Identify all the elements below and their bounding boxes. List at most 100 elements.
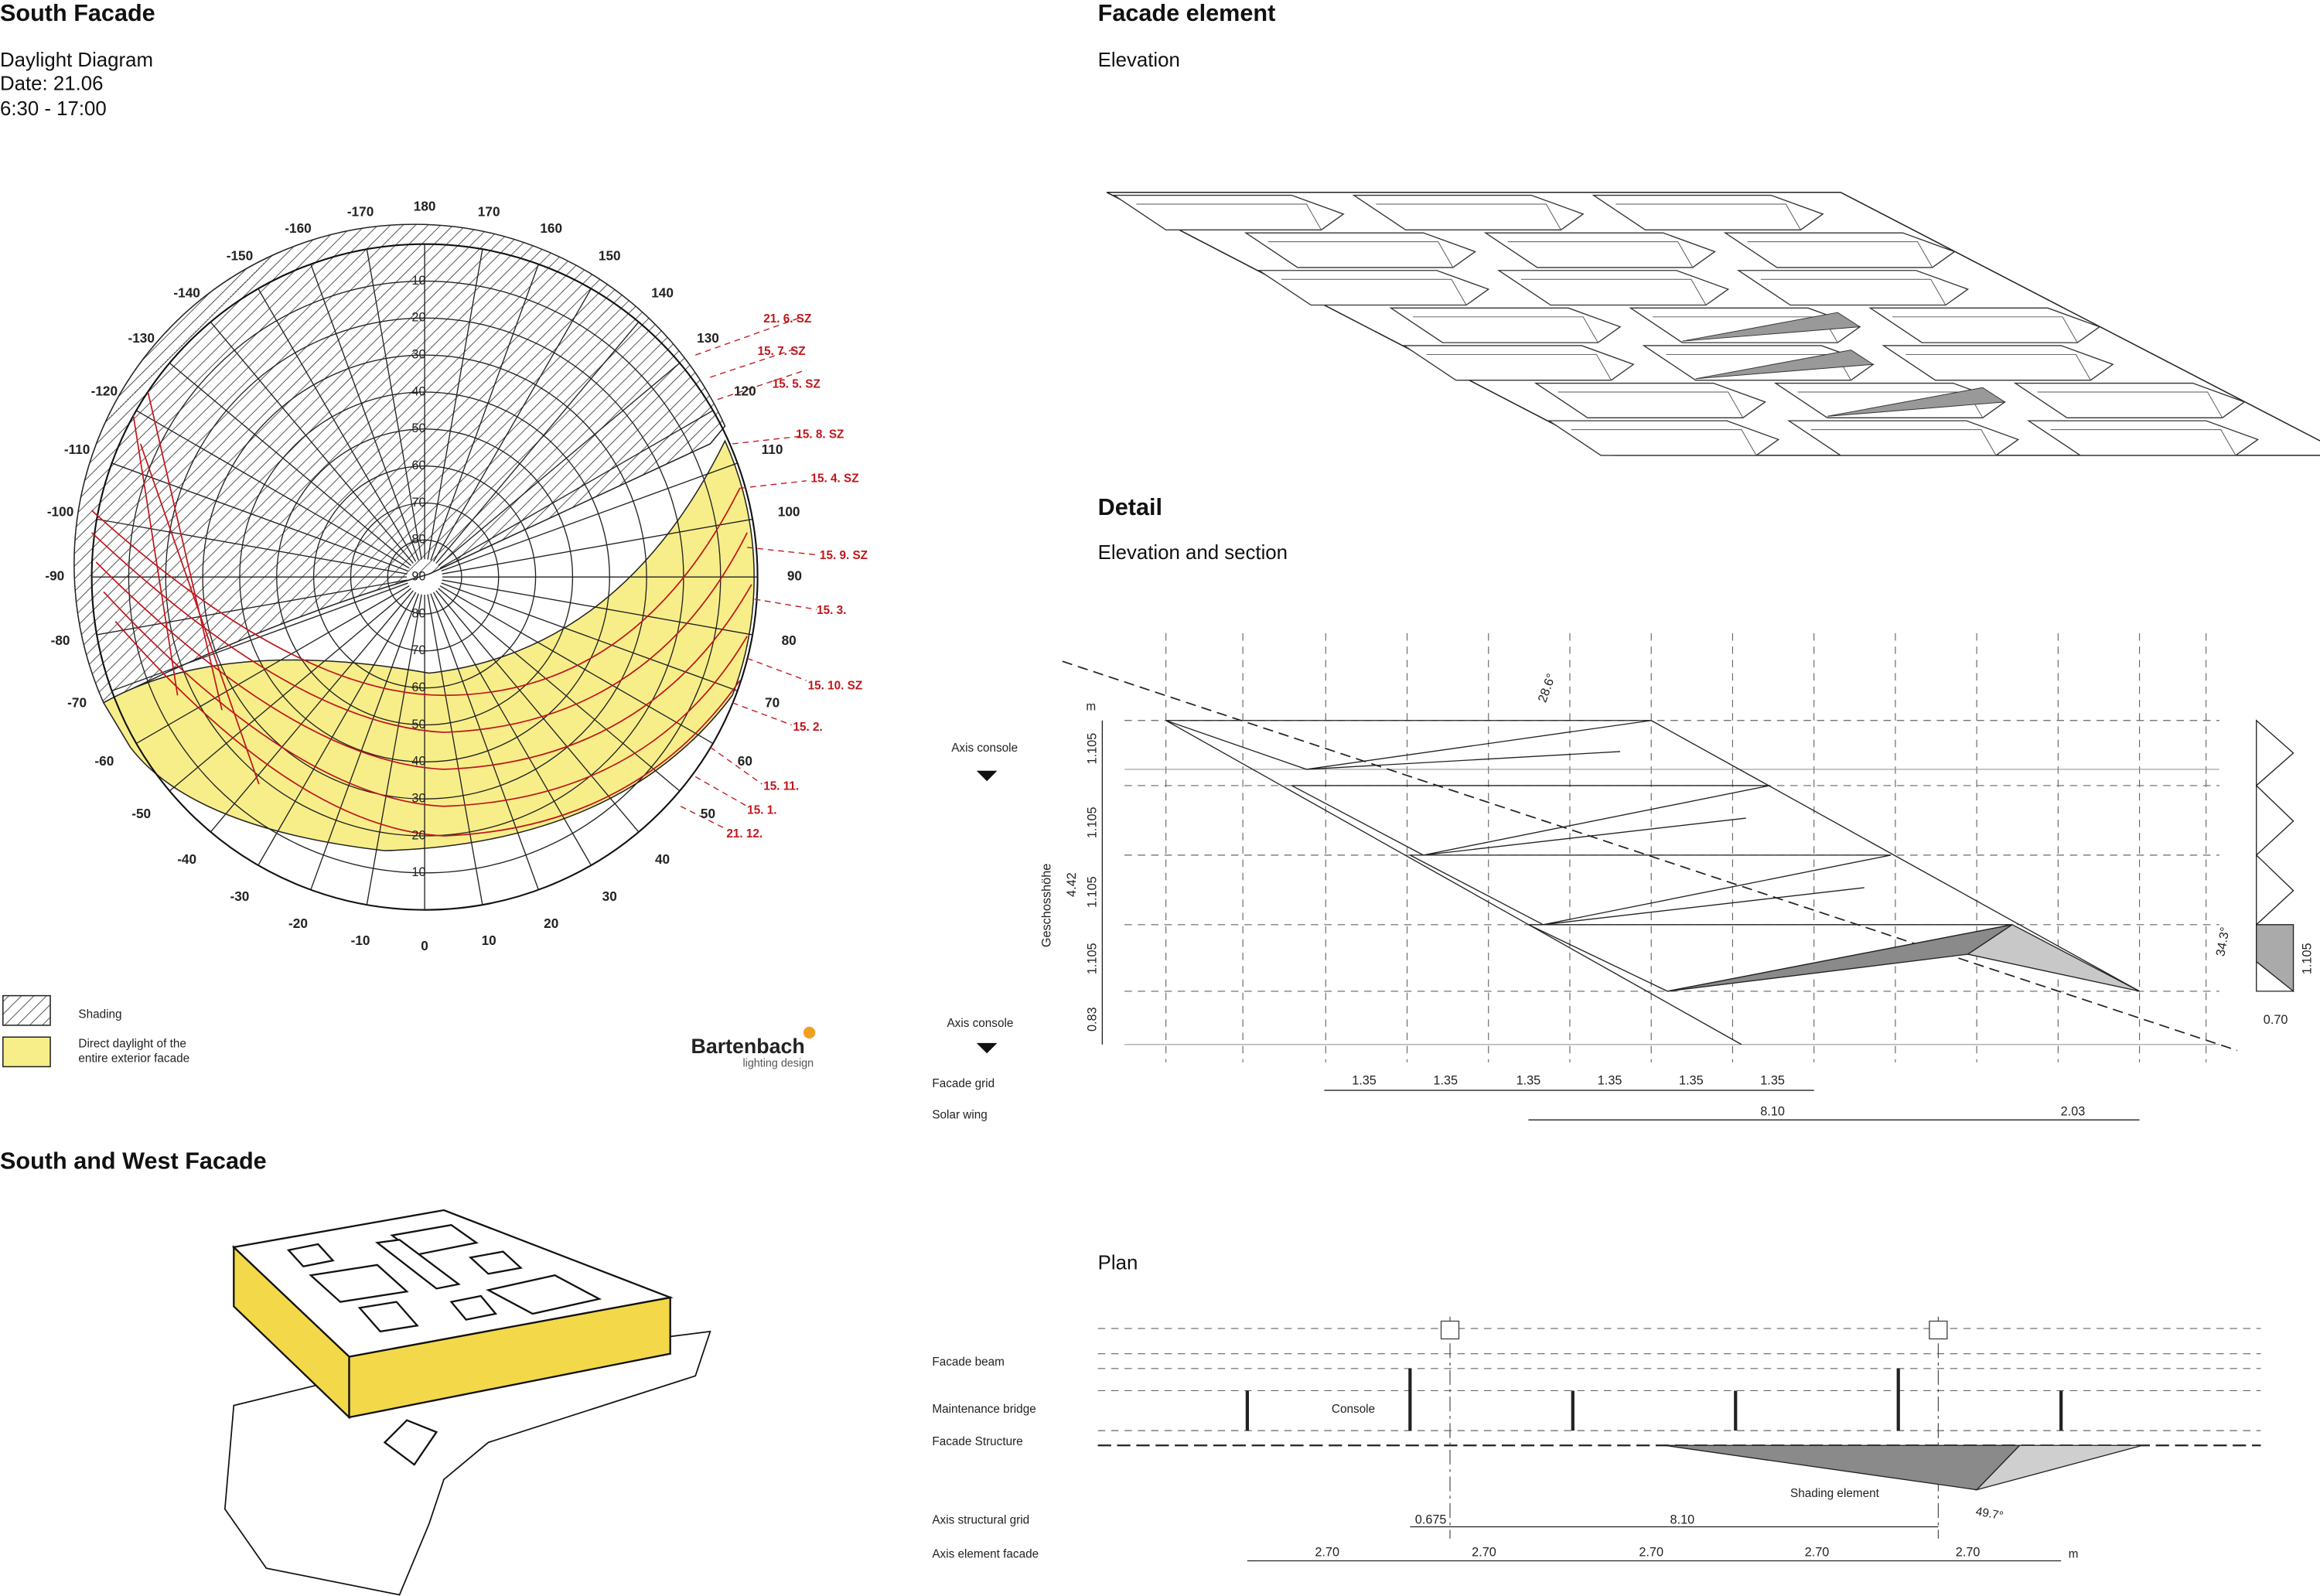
dimension: 8.10 [1670, 1513, 1695, 1527]
azimuth-label: -140 [173, 285, 200, 300]
panel-fold [1810, 429, 1997, 456]
azimuth-label: 20 [544, 916, 558, 931]
facade-panel [1868, 307, 2101, 343]
dimension: 1.35 [1352, 1073, 1377, 1087]
subtitle: Elevation [1098, 49, 1180, 71]
logo: Bartenbach [691, 1035, 804, 1058]
facade-panel [2013, 382, 2246, 418]
panel-fold [1136, 203, 1322, 230]
dimension: 1.105 [1086, 943, 1100, 974]
altitude-label: 70 [411, 643, 425, 657]
row-label: Facade grid [932, 1077, 995, 1090]
panel-fold [2050, 429, 2236, 456]
axis-label: Axis console [947, 1017, 1013, 1030]
facade-panel [1112, 194, 1345, 230]
dimension: 8.10 [1760, 1105, 1785, 1119]
azimuth-line [441, 582, 738, 692]
detail-grid [1124, 633, 2219, 1062]
sun-path-label: 15. 3. [817, 604, 846, 617]
elevation-drawing [1106, 191, 2320, 456]
azimuth-label: -110 [64, 442, 90, 457]
sun-path-label: 21. 12. [726, 827, 763, 841]
daylight-area [102, 439, 755, 851]
section-title: South and West Facade [0, 1148, 267, 1174]
dimension: 2.70 [1956, 1546, 1981, 1560]
dimension: 2.70 [1472, 1546, 1496, 1560]
facade-panel [1534, 382, 1766, 418]
row-label: Facade beam [932, 1356, 1005, 1369]
dimension: 2.70 [1639, 1546, 1663, 1560]
row-label: Solar wing [932, 1108, 987, 1121]
facade-panel [1882, 345, 2114, 381]
dimension: 1.35 [1598, 1073, 1622, 1087]
altitude-label: 50 [411, 718, 425, 732]
section-title: Facade element [1098, 0, 1276, 26]
facade-panel [1352, 194, 1585, 230]
azimuth-line [427, 249, 483, 560]
legend-swatch-daylight [2, 1036, 51, 1068]
azimuth-label: 80 [782, 633, 797, 648]
detail-section [976, 660, 2294, 1121]
altitude-label: 50 [411, 421, 425, 435]
azimuth-label: -40 [177, 851, 196, 867]
azimuth-line [430, 264, 539, 561]
shaded-panel [1695, 350, 1875, 380]
section-title: South Facade [0, 0, 155, 26]
sun-path-diagram: 21. 6. SZ 15. 7. SZ 15. 5. SZ 15. 8. SZ … [45, 198, 868, 953]
panel-fold [1413, 316, 1598, 343]
panel-fold [1267, 241, 1454, 268]
facade-panel [1723, 232, 1956, 268]
azimuth-label: -70 [67, 694, 87, 710]
azimuth-label: -80 [51, 633, 70, 648]
facade-panel [1592, 194, 1824, 230]
azimuth-line [442, 518, 753, 575]
azimuth-label: 90 [787, 568, 802, 584]
azimuth-label: -150 [227, 247, 253, 263]
azimuth-line [135, 585, 410, 744]
subtitle: Plan [1098, 1253, 1138, 1274]
altitude-label: 90 [411, 569, 425, 583]
facade-panel [1257, 270, 1490, 306]
azimuth-label: -120 [91, 384, 118, 399]
sun-path-label: 15. 1. [747, 803, 776, 817]
date: Date: 21.06 [0, 73, 103, 95]
panel-fold [1905, 353, 2091, 380]
angle-label: 28.6° [1535, 672, 1558, 704]
dimension: 1.35 [1760, 1073, 1785, 1087]
leader-lines [680, 317, 817, 830]
row-label: Facade Structure [932, 1435, 1022, 1448]
altitude-label: 40 [411, 384, 425, 398]
subtitle: Elevation and section [1098, 542, 1288, 564]
azimuth-line [310, 593, 419, 890]
sun-paths [91, 391, 752, 837]
azimuth-line [433, 592, 592, 866]
dimension: 1.35 [1679, 1073, 1704, 1087]
facade-panel [2026, 420, 2260, 456]
dimension: 2.70 [1805, 1546, 1830, 1560]
panel-fold [1507, 241, 1694, 268]
azimuth-line [435, 321, 640, 564]
legend-swatch-shading [2, 994, 51, 1026]
azimuth-line [433, 288, 592, 562]
azimuth-line [210, 590, 414, 833]
panel-fold [2037, 391, 2223, 418]
logo-subtitle: lighting design [742, 1057, 814, 1069]
azimuth-line [135, 410, 410, 569]
azimuth-line [435, 590, 640, 833]
azimuth-label: 100 [778, 504, 800, 520]
row-label: Axis element facade [932, 1548, 1039, 1561]
logo-dot [803, 1026, 816, 1039]
azimuth-line [439, 410, 714, 569]
row-label: Axis structural grid [932, 1514, 1029, 1527]
azimuth-line [210, 321, 414, 564]
azimuth-line [169, 362, 411, 566]
sun-path-label: 15. 10. SZ [808, 680, 863, 693]
azimuth-line [430, 593, 539, 890]
panel-fold [1520, 278, 1707, 305]
sun-path-label: 15. 7. SZ [758, 345, 806, 358]
panel-fold [1557, 391, 1744, 418]
angle-label: 49.7° [1975, 1505, 2004, 1523]
azimuth-label: 130 [697, 330, 719, 346]
azimuth-line [258, 592, 417, 866]
dimension: 0.70 [2264, 1013, 2288, 1027]
